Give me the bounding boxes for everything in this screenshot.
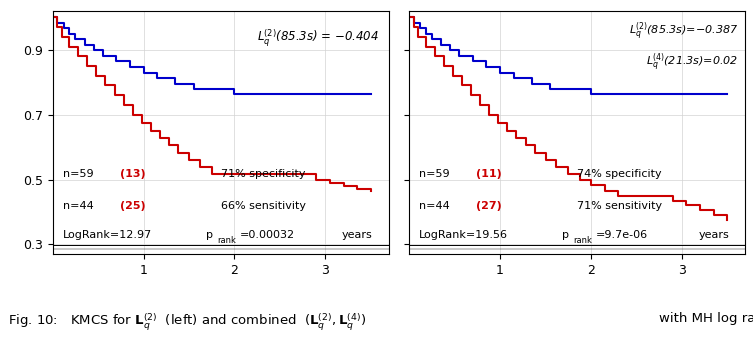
Text: p: p xyxy=(206,230,213,240)
Text: n=44: n=44 xyxy=(62,201,93,211)
Text: 71% specificity: 71% specificity xyxy=(221,169,306,179)
Text: years: years xyxy=(698,230,729,240)
Text: n=44: n=44 xyxy=(419,201,450,211)
Text: p: p xyxy=(562,230,569,240)
Text: 66% sensitivity: 66% sensitivity xyxy=(221,201,306,211)
Text: LogRank=19.56: LogRank=19.56 xyxy=(419,230,508,240)
Text: years: years xyxy=(342,230,373,240)
Text: 71% sensitivity: 71% sensitivity xyxy=(578,201,663,211)
Text: Fig. 10:   KMCS for $\mathbf{L}_q^{(2)}$  (left) and combined  ($\mathbf{L}_q^{(: Fig. 10: KMCS for $\mathbf{L}_q^{(2)}$ (… xyxy=(8,312,366,334)
Text: (25): (25) xyxy=(120,201,145,211)
Text: 74% specificity: 74% specificity xyxy=(578,169,662,179)
Text: =0.00032: =0.00032 xyxy=(239,230,294,240)
Text: L$_q^{(2)}$(85.3s)=−0.387: L$_q^{(2)}$(85.3s)=−0.387 xyxy=(630,21,739,43)
Text: rank: rank xyxy=(573,236,592,245)
Text: n=59: n=59 xyxy=(62,169,93,179)
Text: LogRank=12.97: LogRank=12.97 xyxy=(62,230,152,240)
Text: L$_q^{(2)}$(85.3s) = −0.404: L$_q^{(2)}$(85.3s) = −0.404 xyxy=(257,28,379,49)
Text: (13): (13) xyxy=(120,169,145,179)
Text: (11): (11) xyxy=(477,169,502,179)
Text: (27): (27) xyxy=(477,201,502,211)
Text: with MH log rank test.: with MH log rank test. xyxy=(659,312,753,325)
Text: n=59: n=59 xyxy=(419,169,450,179)
Text: =9.7e-06: =9.7e-06 xyxy=(596,230,648,240)
Text: L$_q^{(4)}$(21.3s)=0.02: L$_q^{(4)}$(21.3s)=0.02 xyxy=(647,52,739,74)
Text: rank: rank xyxy=(217,236,236,245)
